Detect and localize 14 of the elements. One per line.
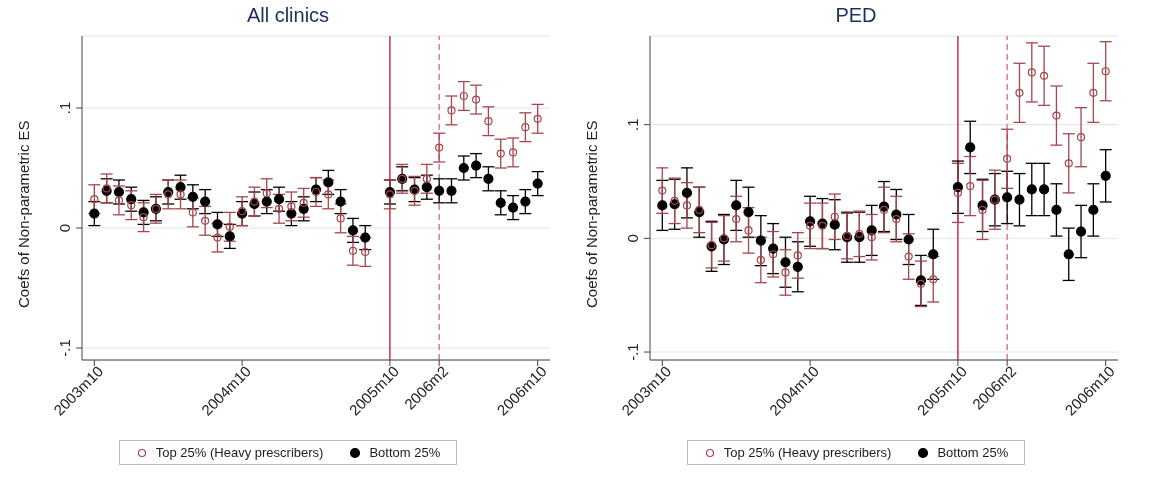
legend-label: Bottom 25% bbox=[369, 445, 441, 460]
legend-label: Top 25% (Heavy prescribers) bbox=[155, 445, 324, 460]
chart-title: PED bbox=[834, 3, 878, 28]
y-tick-label: 0 bbox=[56, 223, 73, 233]
y-tick-label: .1 bbox=[56, 101, 73, 115]
y-tick-label: -.1 bbox=[56, 339, 73, 357]
chart-title: All clinics bbox=[245, 3, 331, 28]
y-tick-label: .1 bbox=[624, 118, 641, 131]
y-axis-title: Coefs of Non-parametric ES bbox=[583, 120, 601, 308]
y-axis-title: Coefs of Non-parametric ES bbox=[15, 120, 33, 308]
legend-label: Top 25% (Heavy prescribers) bbox=[723, 445, 892, 460]
legend-label: Bottom 25% bbox=[937, 445, 1009, 460]
y-tick-label: -.1 bbox=[624, 343, 641, 361]
y-tick-label: 0 bbox=[624, 234, 641, 243]
